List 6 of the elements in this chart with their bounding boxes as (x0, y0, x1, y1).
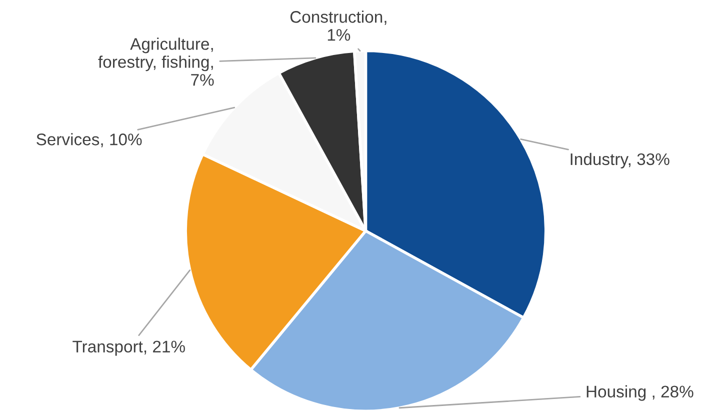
slice-label: Industry, 33% (570, 152, 670, 168)
slice-label: Services, 10% (36, 133, 142, 148)
slice-label: Construction, 1% (290, 10, 386, 41)
slice-label: Housing , 28% (586, 385, 694, 401)
slice-label: Transport, 21% (72, 340, 185, 356)
slice-label: Agriculture, forestry, fishing, 7% (98, 38, 214, 86)
